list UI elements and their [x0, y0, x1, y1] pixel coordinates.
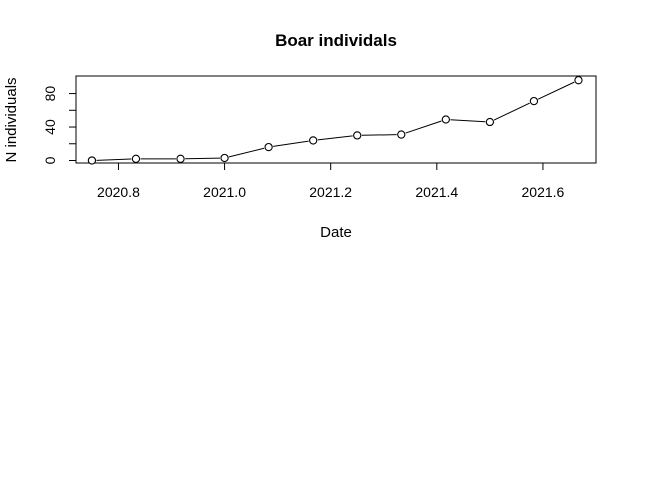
series-segment	[405, 120, 442, 134]
series-segment	[185, 157, 220, 160]
series-segment	[228, 147, 265, 158]
data-point	[131, 154, 141, 163]
data-point	[574, 76, 583, 85]
x-axis-label: Date	[320, 224, 352, 241]
plot-frame	[75, 75, 597, 164]
series-segment	[493, 102, 530, 121]
series-segment	[96, 158, 132, 161]
y-tick-label: 0	[42, 156, 58, 164]
data-point	[309, 136, 318, 145]
series-segment	[273, 140, 309, 147]
data-point	[220, 153, 229, 163]
chart-title: Boar individals	[275, 31, 397, 50]
x-axis: 2020.8 2021.0 2021.2 2021.4 2021.6	[97, 162, 565, 200]
x-tick-label: 2021.6	[522, 184, 565, 200]
data-point	[353, 131, 362, 140]
x-tick-label: 2021.0	[203, 184, 246, 200]
y-axis-label: N individuals	[3, 77, 20, 162]
series-segment	[450, 119, 486, 123]
y-tick-label: 80	[42, 86, 58, 102]
data-point	[485, 117, 495, 127]
data-point	[264, 142, 273, 152]
y-axis: 0 40 80	[42, 86, 77, 164]
series-segment	[537, 81, 575, 100]
series-layer	[87, 76, 583, 165]
x-tick-label: 2021.4	[415, 184, 458, 200]
data-point	[441, 115, 450, 124]
x-tick-label: 2020.8	[97, 184, 140, 200]
data-point	[87, 156, 97, 165]
y-tick-label: 40	[42, 119, 58, 135]
series-segment	[361, 134, 397, 136]
series-segment	[317, 135, 353, 141]
data-point	[397, 130, 406, 139]
data-point	[529, 96, 539, 106]
x-tick-label: 2021.2	[309, 184, 352, 200]
data-point	[176, 154, 185, 163]
